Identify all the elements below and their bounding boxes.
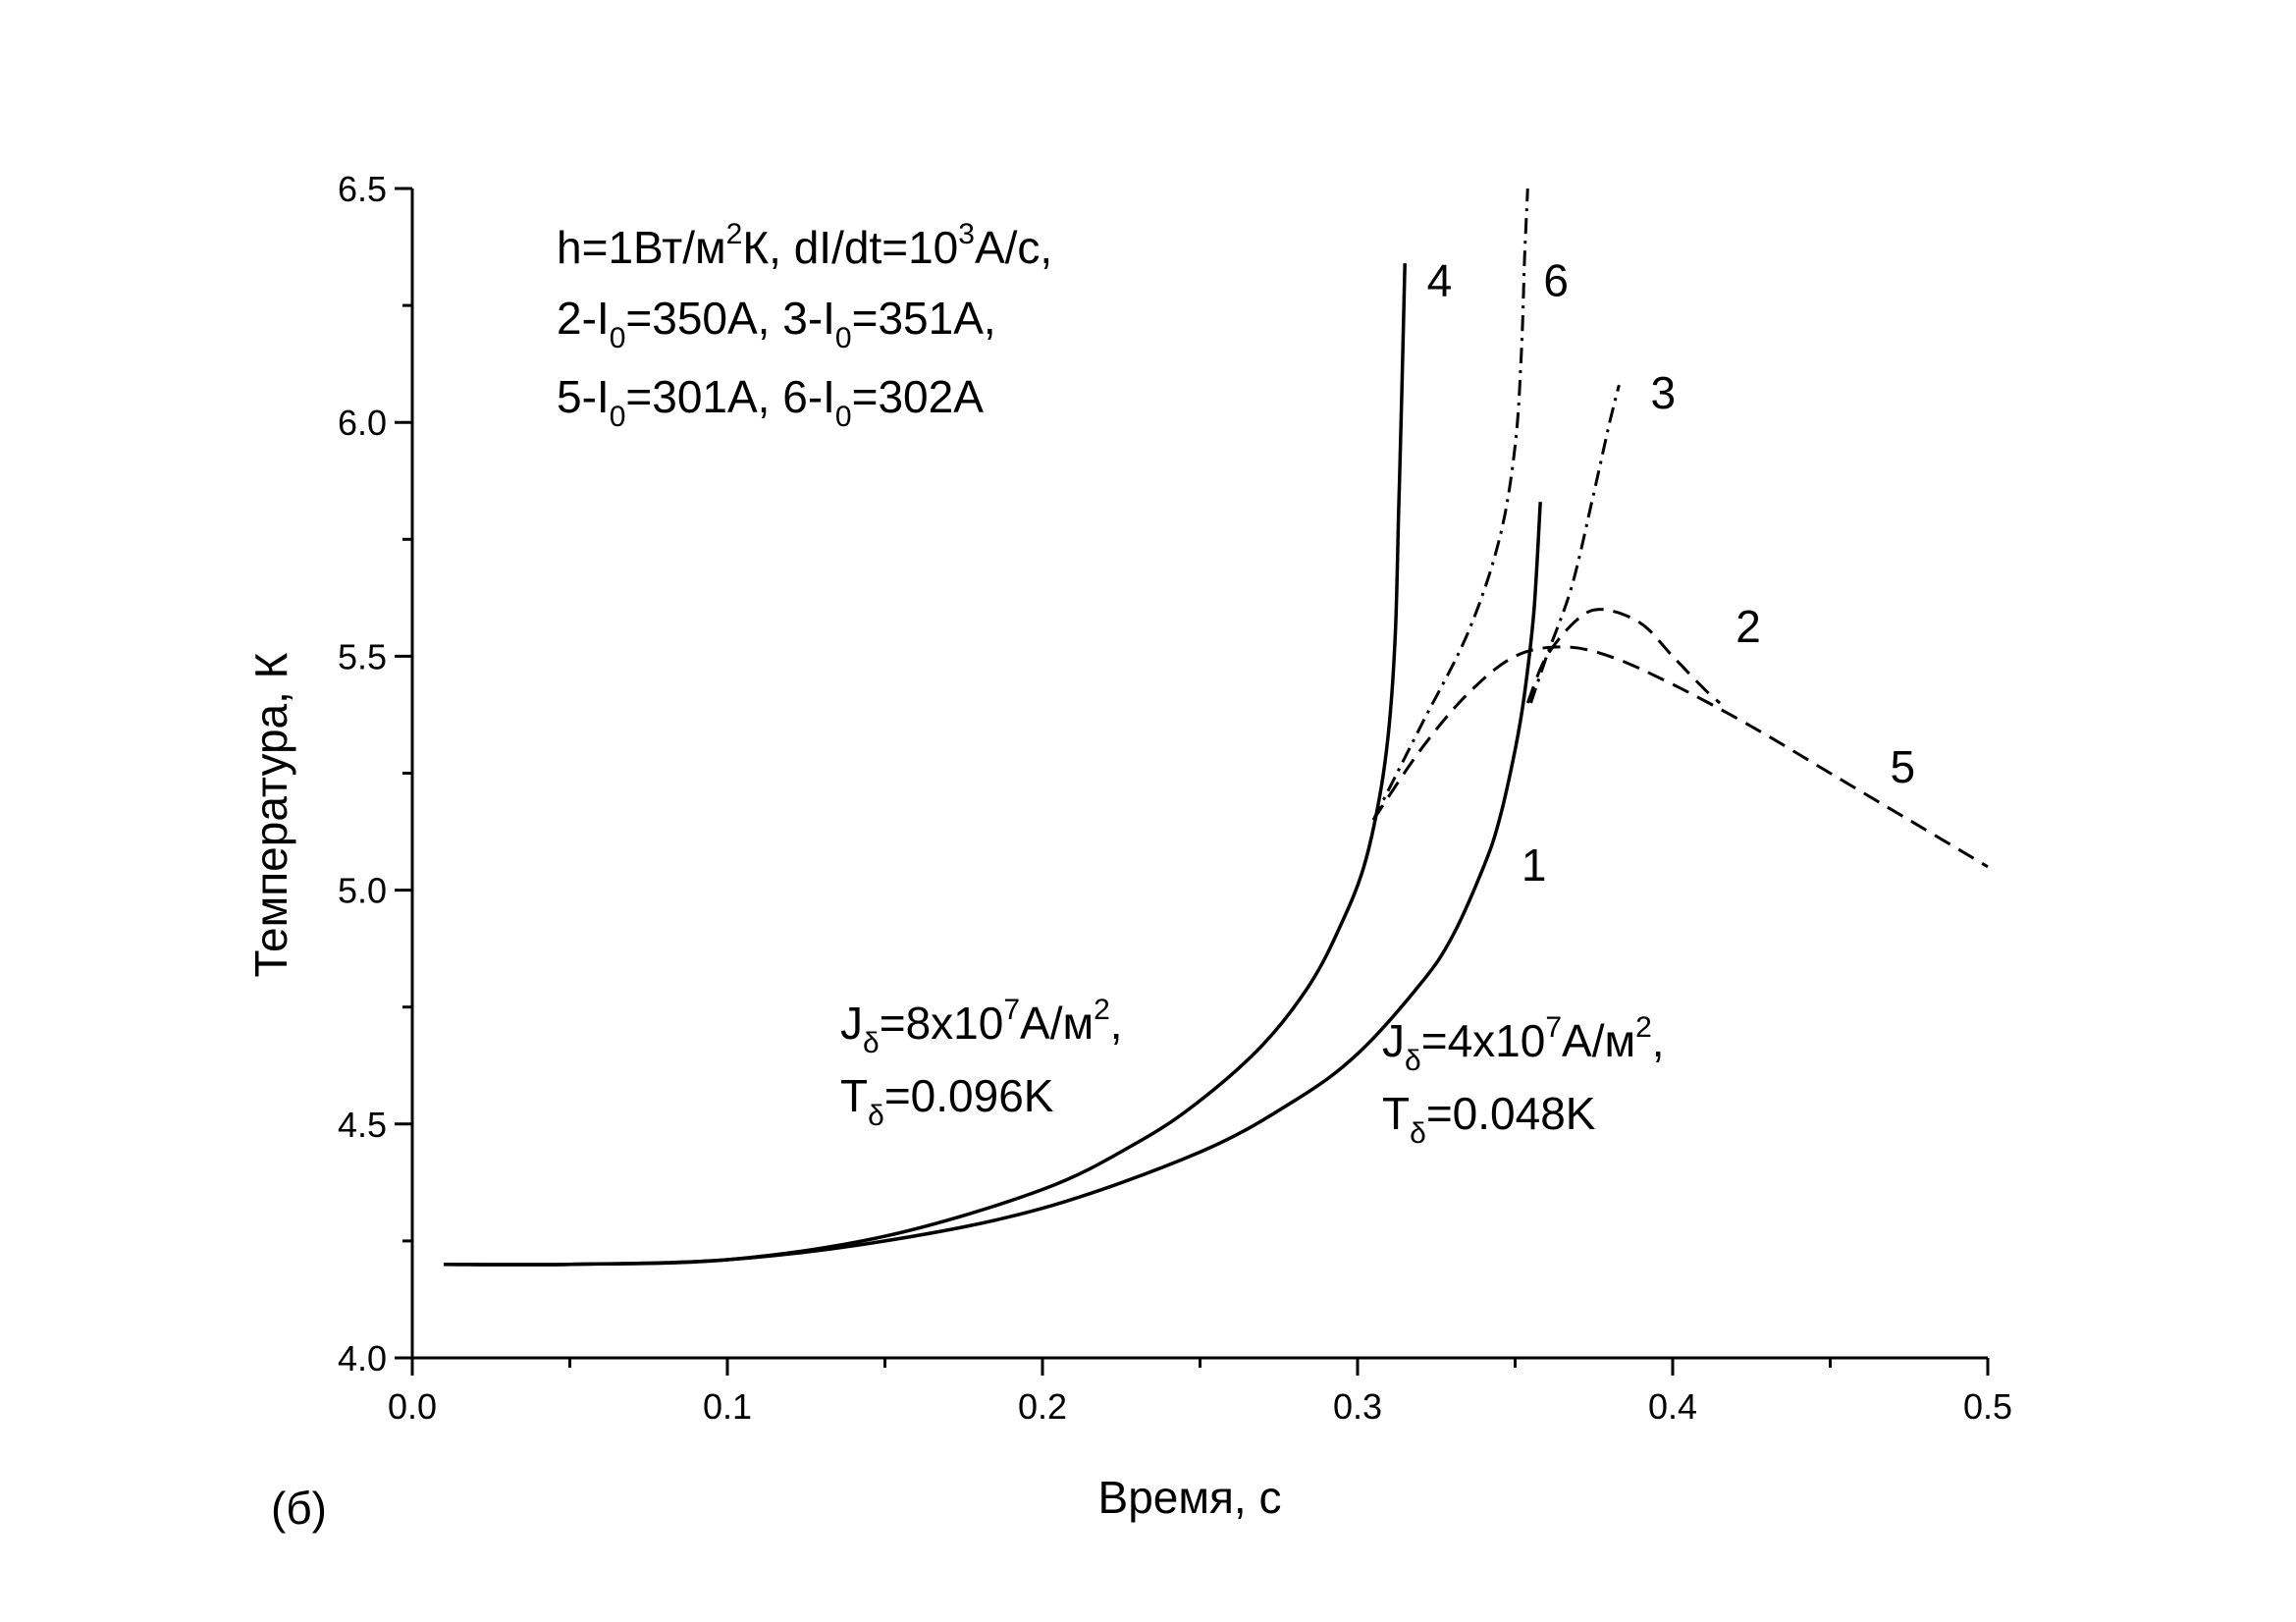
curve-5 [1371,645,1989,869]
curve-2 [1525,608,1722,705]
axes [410,189,1988,1360]
panel-label: (б) [271,1483,327,1534]
y-tick-label: 5.0 [338,871,387,911]
y-tick-label: 6.5 [338,169,387,209]
y-tick-label: 6.0 [338,403,387,443]
x-axis-title: Время, с [1098,1472,1282,1523]
annotation-top-line1: h=1Вт/м2К, dI/dt=103А/с, [557,218,1052,273]
curve-4 [444,263,1407,1267]
curve-label-4: 4 [1427,255,1453,306]
curve-label-6: 6 [1543,255,1569,306]
curve-label-3: 3 [1651,367,1677,418]
annotation-top-line2: 2-I0=350А, 3-I0=351А, [557,293,996,354]
annotation-right-line2: Tδ=0.048K [1382,1088,1596,1150]
x-tick-label: 0.1 [703,1386,752,1427]
x-tick-label: 0.3 [1333,1386,1382,1427]
x-tick-label: 0.4 [1648,1386,1697,1427]
curve-label-5: 5 [1890,741,1915,792]
x-tick-label: 0.5 [1963,1386,2012,1427]
annotation-left-line2: Tδ=0.096K [840,1070,1054,1132]
curve-3 [1529,384,1621,704]
curve-1 [444,502,1542,1267]
annotation-top-line3: 5-I0=301А, 6-I0=302А [557,371,984,433]
annotation-top: h=1Вт/м2К, dI/dt=103А/с, 2-I0=350А, 3-I0… [557,218,1052,433]
annotation-right-line1: Jδ=4x107А/м2, [1382,1011,1665,1077]
annotation-left: Jδ=8x107А/м2, Tδ=0.096K [840,994,1123,1132]
y-tick-label: 4.5 [338,1105,387,1145]
curve-6 [1371,188,1529,821]
annotation-left-line1: Jδ=8x107А/м2, [840,994,1123,1059]
y-axis-title: Температура, К [245,652,296,977]
y-tick-label: 4.0 [338,1338,387,1379]
axis-ticks: 0.0 0.1 0.2 0.3 0.4 0.5 4.0 4.5 5.0 5.5 6.0 6.5 [338,169,2012,1427]
curve-label-1: 1 [1522,839,1547,891]
y-tick-label: 5.5 [338,636,387,676]
curves [444,188,1989,1267]
x-tick-label: 0.2 [1018,1386,1067,1427]
annotation-right: Jδ=4x107А/м2, Tδ=0.048K [1382,1011,1665,1150]
curve-labels: 1 4 6 3 2 5 [1427,255,1915,892]
curve-label-2: 2 [1735,601,1761,652]
x-tick-label: 0.0 [388,1386,437,1427]
